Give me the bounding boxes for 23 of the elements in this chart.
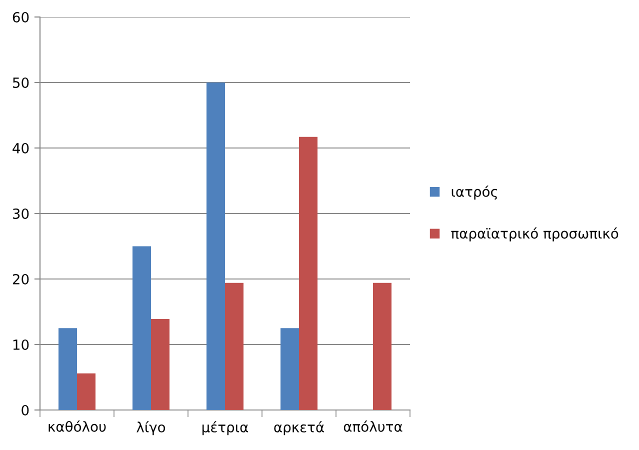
- bar: [373, 282, 392, 410]
- bar: [151, 318, 170, 410]
- bar: [299, 136, 318, 410]
- y-tick-label: 60: [12, 12, 29, 22]
- y-tick-label: 30: [12, 208, 29, 219]
- y-tick-label: 50: [12, 77, 29, 88]
- legend-label: ιατρός: [452, 186, 498, 200]
- x-tick-label: μέτρια: [202, 421, 248, 436]
- y-tick-label: 40: [12, 142, 29, 154]
- bar: [77, 373, 96, 410]
- bar: [280, 328, 299, 410]
- bar: [225, 282, 244, 410]
- y-tick-label: 20: [12, 274, 29, 284]
- y-tick-label: 10: [13, 339, 29, 350]
- x-tick-label: λίγο: [136, 421, 166, 436]
- bar: [206, 82, 225, 410]
- x-tick-label: καθόλου: [48, 420, 106, 432]
- bar: [132, 246, 151, 410]
- x-tick-label: αρκετά: [274, 421, 324, 436]
- x-tick-label: απόλυτα: [344, 420, 402, 432]
- y-tick-label: 0: [22, 404, 29, 416]
- legend-label: παραϊατρικό προσωπικό: [451, 227, 618, 242]
- bar: [58, 328, 77, 410]
